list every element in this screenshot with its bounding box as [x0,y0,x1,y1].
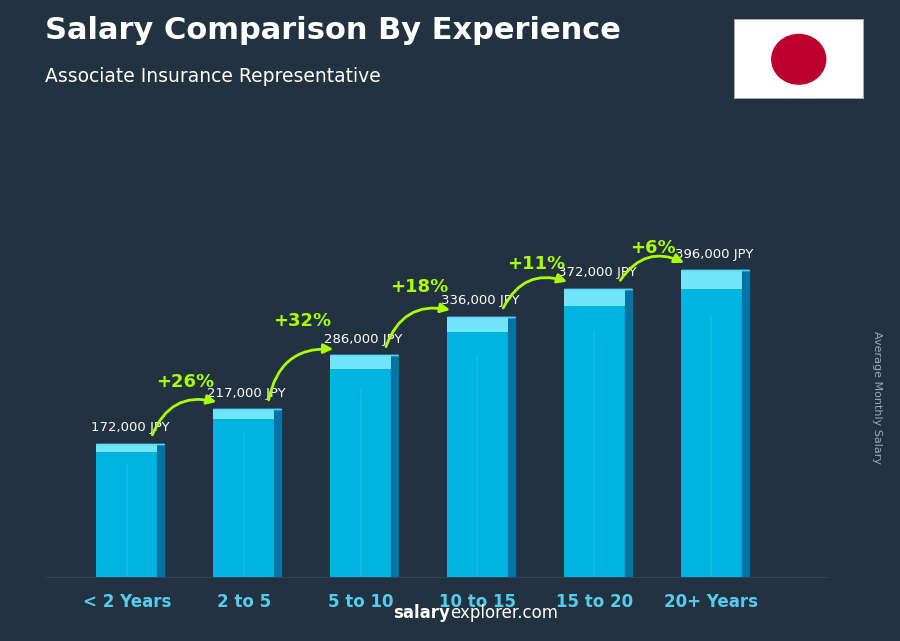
Text: +26%: +26% [157,372,214,391]
Text: +32%: +32% [273,312,331,329]
Text: 172,000 JPY: 172,000 JPY [91,421,169,435]
FancyBboxPatch shape [213,409,274,419]
FancyBboxPatch shape [330,355,391,577]
FancyBboxPatch shape [447,317,508,577]
FancyBboxPatch shape [680,271,742,577]
FancyBboxPatch shape [680,271,742,288]
Text: salary: salary [393,604,450,622]
Text: +18%: +18% [390,278,448,296]
Circle shape [772,35,825,84]
Text: 396,000 JPY: 396,000 JPY [675,248,753,261]
Polygon shape [391,355,398,577]
Polygon shape [742,271,749,577]
FancyBboxPatch shape [213,409,274,577]
FancyBboxPatch shape [447,317,508,332]
Text: +11%: +11% [507,255,565,273]
FancyBboxPatch shape [564,288,625,577]
Polygon shape [625,288,632,577]
Text: +6%: +6% [630,240,676,258]
Text: Salary Comparison By Experience: Salary Comparison By Experience [45,16,621,45]
FancyBboxPatch shape [96,444,158,452]
Text: 372,000 JPY: 372,000 JPY [558,267,636,279]
Text: 217,000 JPY: 217,000 JPY [207,387,286,399]
Text: explorer.com: explorer.com [450,604,558,622]
FancyBboxPatch shape [734,19,864,99]
Polygon shape [274,409,281,577]
FancyBboxPatch shape [330,355,391,369]
Text: Average Monthly Salary: Average Monthly Salary [872,331,883,464]
FancyBboxPatch shape [564,288,625,306]
Text: 336,000 JPY: 336,000 JPY [441,294,519,308]
Text: Associate Insurance Representative: Associate Insurance Representative [45,67,381,87]
Text: 286,000 JPY: 286,000 JPY [324,333,402,346]
Polygon shape [508,317,515,577]
FancyBboxPatch shape [96,444,158,577]
Polygon shape [158,444,164,577]
